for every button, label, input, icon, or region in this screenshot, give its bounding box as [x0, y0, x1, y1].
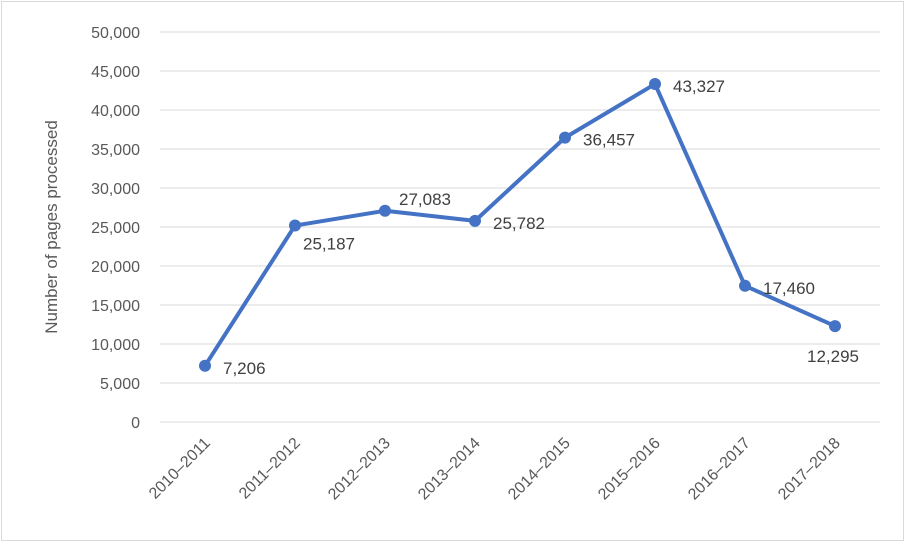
y-tick-label: 0: [131, 415, 140, 432]
y-tick-label: 20,000: [91, 259, 140, 276]
y-tick-label: 50,000: [91, 25, 140, 42]
y-tick-label: 5,000: [100, 376, 140, 393]
x-tick-label: 2017–2018: [775, 435, 844, 504]
y-tick-label: 25,000: [91, 220, 140, 237]
x-tick-label: 2013–2014: [415, 435, 484, 504]
y-axis-title: Number of pages processed: [42, 120, 61, 334]
x-axis-ticks: 2010–2011 2011–2012 2012–2013 2013–2014 2014…: [146, 435, 844, 504]
y-tick-label: 30,000: [91, 181, 140, 198]
data-labels: 7,206 25,187 27,083 25,782 36,457 43,327 17,46…: [223, 77, 859, 378]
data-point-7: [829, 320, 841, 333]
data-label: 43,327: [673, 77, 725, 96]
x-tick-label: 2016–2017: [685, 435, 754, 504]
data-label: 36,457: [583, 131, 635, 150]
data-label: 25,187: [303, 235, 355, 254]
x-tick-label: 2015–2016: [595, 435, 664, 504]
data-label: 17,460: [763, 279, 815, 298]
y-tick-label: 40,000: [91, 103, 140, 120]
x-tick-label: 2014–2015: [505, 435, 574, 504]
y-tick-label: 45,000: [91, 64, 140, 81]
series-line: [203, 82, 836, 367]
data-label: 7,206: [223, 359, 266, 378]
y-axis-ticks: 0 5,000 10,000 15,000 20,000 25,000 30,000 35,0…: [91, 25, 140, 432]
x-tick-label: 2010–2011: [146, 435, 214, 503]
y-tick-label: 10,000: [91, 337, 140, 354]
data-point-4: [559, 131, 571, 144]
data-label: 27,083: [399, 190, 451, 209]
series-pages-processed: [199, 78, 841, 372]
gridlines: [160, 31, 880, 423]
data-label: 25,782: [493, 214, 545, 233]
x-tick-label: 2012–2013: [325, 435, 394, 504]
data-point-0: [199, 359, 211, 372]
x-tick-label: 2011–2012: [236, 435, 304, 503]
data-point-1: [289, 219, 301, 232]
data-point-6: [739, 279, 751, 292]
data-point-2: [379, 204, 391, 217]
data-point-3: [469, 214, 481, 227]
y-tick-label: 15,000: [91, 298, 140, 315]
y-tick-label: 35,000: [91, 142, 140, 159]
data-point-5: [649, 78, 661, 91]
data-label: 12,295: [807, 347, 859, 366]
